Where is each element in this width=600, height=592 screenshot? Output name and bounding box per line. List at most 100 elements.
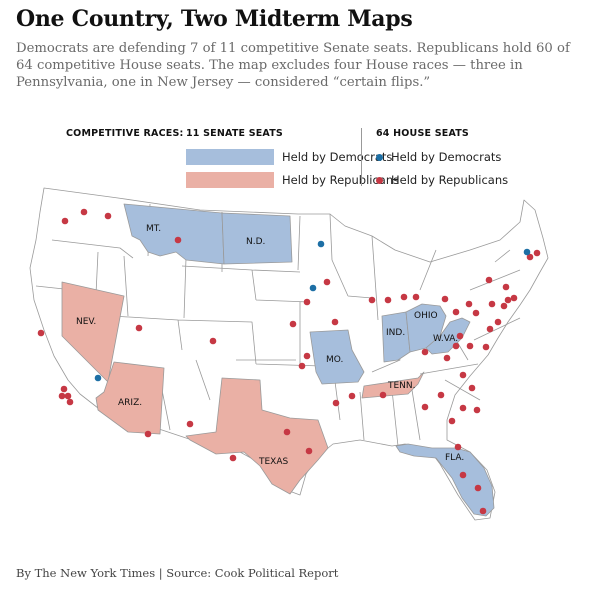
legend-swatch-senate-rep (186, 172, 274, 188)
house-rep-dot (441, 295, 449, 303)
house-rep-dot (486, 325, 494, 333)
state-label-fla: FLA. (445, 453, 464, 463)
house-rep-dot (494, 318, 502, 326)
house-rep-dot (412, 293, 420, 301)
house-rep-dot (289, 320, 297, 328)
house-rep-dot (323, 278, 331, 286)
house-rep-dot (502, 283, 510, 291)
house-rep-dot (135, 324, 143, 332)
house-rep-dot (473, 406, 481, 414)
house-rep-dot (186, 420, 194, 428)
legend-house-heading: 64 HOUSE SEATS (376, 128, 469, 139)
house-rep-dot (421, 403, 429, 411)
state-label-ohio: OHIO (414, 311, 438, 321)
state-label-mt: MT. (146, 224, 161, 234)
chart-subtitle: Democrats are defending 7 of 11 competit… (16, 41, 570, 90)
house-rep-dot (298, 362, 306, 370)
house-rep-dot (472, 309, 480, 317)
house-dem-dot (523, 248, 531, 256)
state-label-nd: N.D. (246, 237, 265, 247)
house-rep-dot (66, 398, 74, 406)
legend: COMPETITIVE RACES: 11 SENATE SEATS 64 HO… (0, 128, 600, 190)
legend-divider (361, 128, 362, 186)
state-tx (185, 377, 329, 495)
house-rep-dot (400, 293, 408, 301)
chart-title: One Country, Two Midterm Maps (16, 6, 413, 32)
legend-dot-house-rep (376, 177, 383, 184)
state-az (95, 361, 165, 435)
house-rep-dot (482, 343, 490, 351)
house-rep-dot (331, 318, 339, 326)
legend-dot-house-dem (376, 154, 383, 161)
state-fl (395, 443, 495, 517)
house-rep-dot (305, 447, 313, 455)
house-dem-dot (309, 284, 317, 292)
house-rep-dot (58, 392, 66, 400)
house-rep-dot (454, 443, 462, 451)
house-rep-dot (474, 484, 482, 492)
house-rep-dot (500, 302, 508, 310)
house-rep-dot (80, 208, 88, 216)
house-rep-dot (348, 392, 356, 400)
state-label-ariz: ARIZ. (118, 398, 142, 408)
source-line: By The New York Times | Source: Cook Pol… (16, 566, 339, 580)
house-rep-dot (533, 249, 541, 257)
house-rep-dot (459, 371, 467, 379)
house-rep-dot (443, 354, 451, 362)
house-rep-dot (452, 342, 460, 350)
state-tn (361, 371, 425, 399)
state-label-tenn: TENN. (387, 381, 416, 391)
house-rep-dot (448, 417, 456, 425)
house-dem-dot (94, 374, 102, 382)
house-dem-dot (317, 240, 325, 248)
state-oh (405, 303, 447, 353)
house-rep-dot (452, 308, 460, 316)
state-mo (309, 329, 365, 385)
legend-senate-heading: 11 SENATE SEATS (186, 128, 283, 139)
house-rep-dot (303, 352, 311, 360)
state-label-mo: MO. (326, 355, 343, 365)
house-rep-dot (456, 332, 464, 340)
house-rep-dot (303, 298, 311, 306)
house-rep-dot (459, 404, 467, 412)
state-label-ind: IND. (386, 328, 405, 338)
house-rep-dot (459, 471, 467, 479)
legend-senate-dem-label: Held by Democrats (282, 150, 393, 164)
house-rep-dot (468, 384, 476, 392)
state-label-wva: W.VA. (433, 334, 458, 344)
legend-house-rep-label: Held by Republicans (391, 173, 509, 187)
house-rep-dot (526, 253, 534, 261)
house-rep-dot (379, 391, 387, 399)
house-rep-dot (229, 454, 237, 462)
house-rep-dot (437, 391, 445, 399)
house-rep-dot (144, 430, 152, 438)
house-rep-dot (209, 337, 217, 345)
state-label-nev: NEV. (76, 317, 96, 327)
state-label-texas: TEXAS (258, 457, 289, 467)
house-rep-dot (485, 276, 493, 284)
legend-label: COMPETITIVE RACES: (66, 128, 184, 139)
house-rep-dot (64, 392, 72, 400)
house-rep-dot (283, 428, 291, 436)
house-rep-dot (174, 236, 182, 244)
house-rep-dot (37, 329, 45, 337)
house-rep-dot (421, 348, 429, 356)
house-rep-dot (510, 294, 518, 302)
house-rep-dot (60, 385, 68, 393)
house-rep-dot (465, 300, 473, 308)
legend-swatch-senate-dem (186, 149, 274, 165)
house-rep-dot (332, 399, 340, 407)
house-rep-dot (479, 507, 487, 515)
house-rep-dot (488, 300, 496, 308)
house-rep-dot (104, 212, 112, 220)
house-rep-dot (368, 296, 376, 304)
house-rep-dot (466, 342, 474, 350)
house-rep-dot (61, 217, 69, 225)
state-in (381, 311, 411, 363)
us-map: MT. N.D. IND. OHIO W.VA. MO. FLA. NEV. ARIZ. TEXA… (29, 187, 549, 521)
state-nd (221, 212, 293, 265)
house-rep-dot (384, 296, 392, 304)
legend-house-dem-label: Held by Democrats (391, 150, 502, 164)
house-rep-dot (504, 296, 512, 304)
legend-senate-rep-label: Held by Republicans (282, 173, 400, 187)
